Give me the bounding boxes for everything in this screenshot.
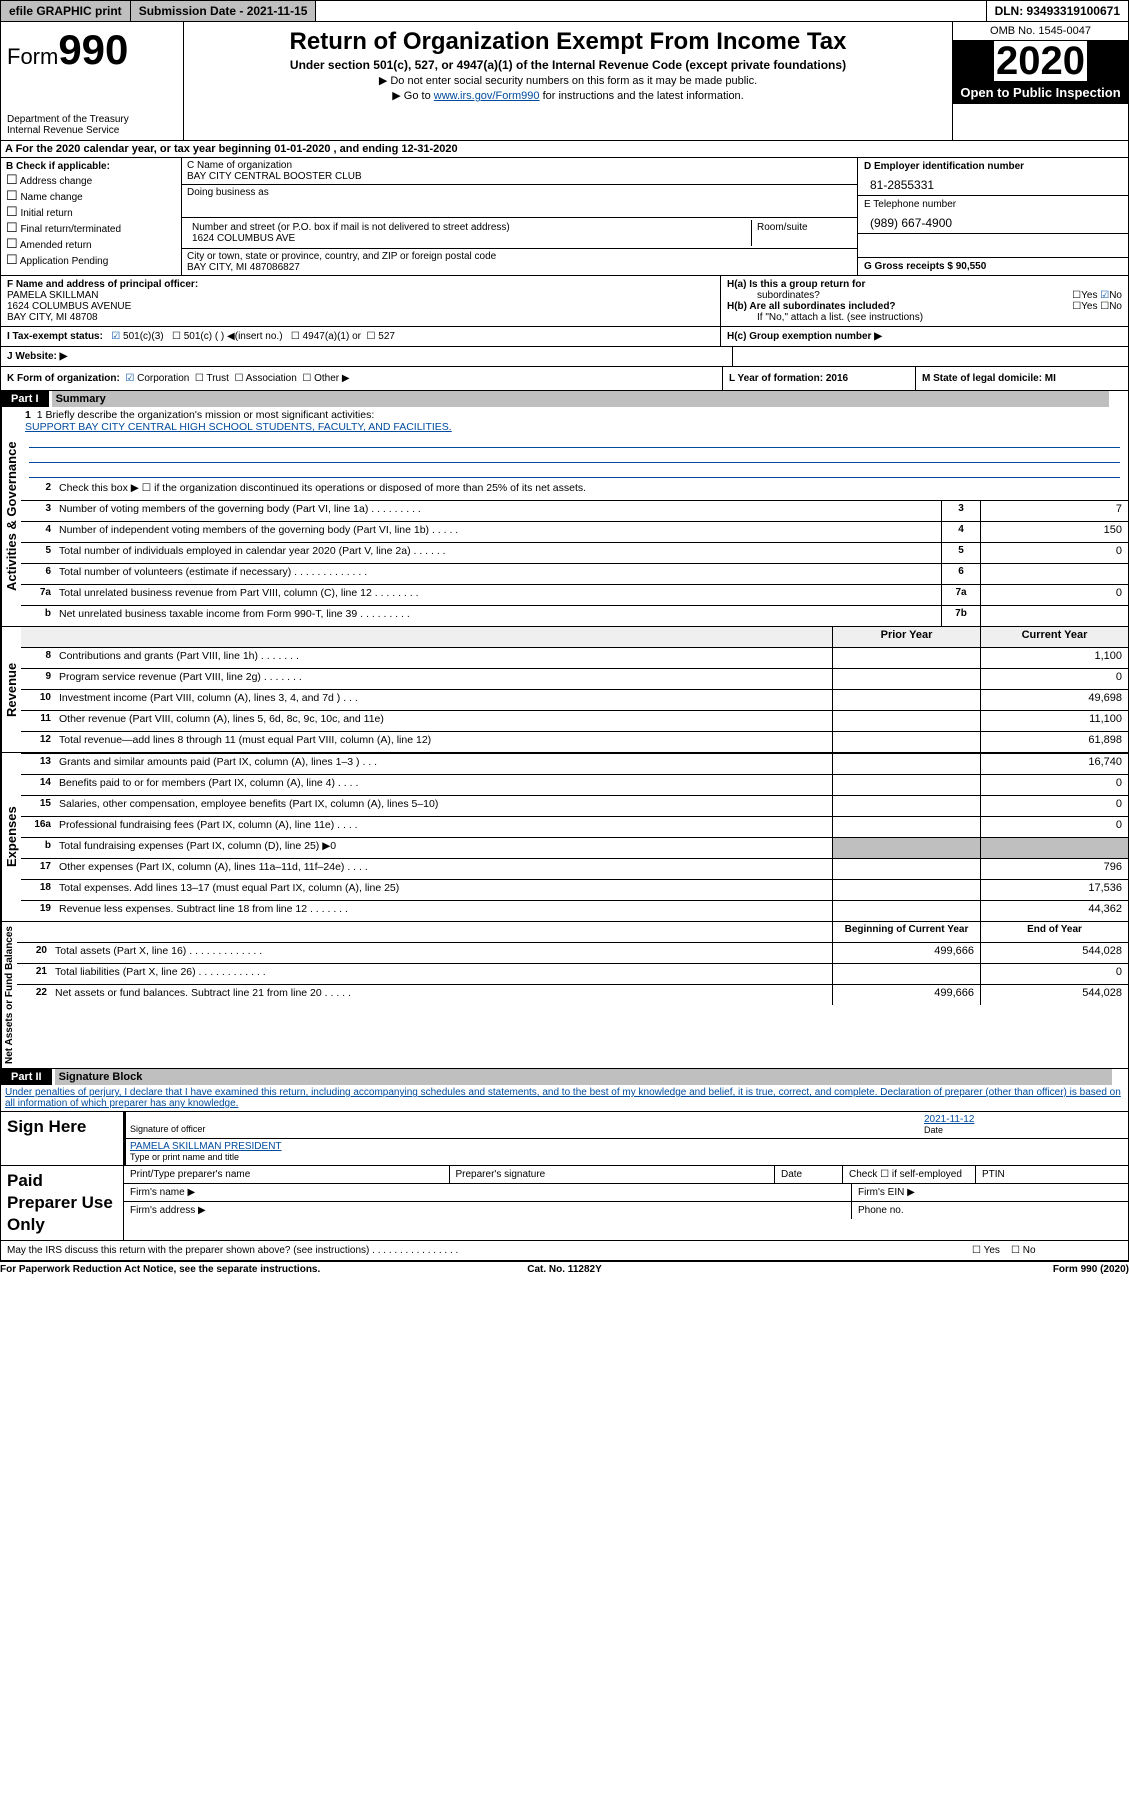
dept-text: Department of the Treasury Internal Reve… (7, 114, 177, 136)
perjury-declaration: Under penalties of perjury, I declare th… (1, 1085, 1128, 1111)
part-1: Part I Summary Activities & Governance 1… (0, 391, 1129, 1069)
sign-here-block: Sign Here Signature of officer 2021-11-1… (0, 1112, 1129, 1166)
dln-text: DLN: 93493319100671 (986, 1, 1128, 21)
ein-value: 81-2855331 (858, 175, 1128, 196)
irs-link[interactable]: www.irs.gov/Form990 (434, 90, 540, 102)
row-j-website: J Website: ▶ (0, 347, 1129, 367)
summary-line: 21Total liabilities (Part X, line 26) . … (17, 963, 1128, 984)
box-b-checkboxes: B Check if applicable: ☐ Address change … (1, 158, 182, 275)
officer-name: PAMELA SKILLMAN (7, 290, 99, 301)
form-title-box: Return of Organization Exempt From Incom… (184, 22, 952, 140)
summary-line: 19Revenue less expenses. Subtract line 1… (21, 900, 1128, 921)
part-1-hdr: Part I (1, 391, 49, 407)
summary-line: 11Other revenue (Part VIII, column (A), … (21, 710, 1128, 731)
info-block: B Check if applicable: ☐ Address change … (0, 158, 1129, 276)
submission-date-button[interactable]: Submission Date - 2021-11-15 (131, 1, 317, 21)
mission-text: SUPPORT BAY CITY CENTRAL HIGH SCHOOL STU… (25, 421, 1124, 433)
org-name: BAY CITY CENTRAL BOOSTER CLUB (187, 171, 362, 182)
form-id-box: Form990 Department of the Treasury Inter… (1, 22, 184, 140)
summary-line: bTotal fundraising expenses (Part IX, co… (21, 837, 1128, 858)
row-f-h: F Name and address of principal officer:… (0, 276, 1129, 327)
vlabel-expenses: Expenses (1, 753, 21, 921)
phone-value: (989) 667-4900 (858, 213, 1128, 234)
summary-line: 15Salaries, other compensation, employee… (21, 795, 1128, 816)
summary-line: 3Number of voting members of the governi… (21, 500, 1128, 521)
row-a-taxyear: A For the 2020 calendar year, or tax yea… (0, 141, 1129, 158)
summary-line: 16aProfessional fundraising fees (Part I… (21, 816, 1128, 837)
sig-date: 2021-11-12 (924, 1114, 974, 1125)
summary-line: 7aTotal unrelated business revenue from … (21, 584, 1128, 605)
efile-print-button[interactable]: efile GRAPHIC print (1, 1, 131, 21)
summary-line: 4Number of independent voting members of… (21, 521, 1128, 542)
summary-line: 6Total number of volunteers (estimate if… (21, 563, 1128, 584)
summary-line: 17Other expenses (Part IX, column (A), l… (21, 858, 1128, 879)
form-year-box: OMB No. 1545-0047 2020 Open to Public In… (952, 22, 1128, 140)
form-header: Form990 Department of the Treasury Inter… (0, 22, 1129, 141)
form-prefix: Form (7, 44, 58, 69)
officer-sig-name: PAMELA SKILLMAN PRESIDENT (130, 1141, 282, 1152)
form-number: 990 (58, 26, 128, 73)
summary-line: 5Total number of individuals employed in… (21, 542, 1128, 563)
org-address: 1624 COLUMBUS AVE (192, 233, 295, 244)
part-1-title: Summary (52, 391, 1109, 407)
summary-line: 12Total revenue—add lines 8 through 11 (… (21, 731, 1128, 752)
vlabel-netassets: Net Assets or Fund Balances (1, 922, 17, 1068)
page-footer: For Paperwork Reduction Act Notice, see … (0, 1261, 1129, 1277)
website-note: ▶ Go to www.irs.gov/Form990 for instruct… (192, 89, 944, 102)
part-2: Part II Signature Block Under penalties … (0, 1069, 1129, 1112)
summary-line: 22Net assets or fund balances. Subtract … (17, 984, 1128, 1005)
vlabel-revenue: Revenue (1, 627, 21, 752)
part-2-title: Signature Block (55, 1069, 1112, 1085)
top-bar: efile GRAPHIC print Submission Date - 20… (0, 0, 1129, 22)
box-d-ein: D Employer identification number 81-2855… (857, 158, 1128, 275)
row-i-taxstatus: I Tax-exempt status: ☑ 501(c)(3) ☐ 501(c… (0, 327, 1129, 347)
gross-receipts: G Gross receipts $ 90,550 (864, 261, 986, 272)
summary-line: 13Grants and similar amounts paid (Part … (21, 753, 1128, 774)
summary-line: 18Total expenses. Add lines 13–17 (must … (21, 879, 1128, 900)
form-subtitle: Under section 501(c), 527, or 4947(a)(1)… (192, 58, 944, 72)
summary-line: 14Benefits paid to or for members (Part … (21, 774, 1128, 795)
summary-line: 9Program service revenue (Part VIII, lin… (21, 668, 1128, 689)
ssn-note: ▶ Do not enter social security numbers o… (192, 74, 944, 87)
summary-line: 8Contributions and grants (Part VIII, li… (21, 647, 1128, 668)
public-inspection: Open to Public Inspection (953, 81, 1128, 104)
summary-line: 10Investment income (Part VIII, column (… (21, 689, 1128, 710)
irs-discuss-row: May the IRS discuss this return with the… (0, 1241, 1129, 1261)
summary-line: bNet unrelated business taxable income f… (21, 605, 1128, 626)
summary-line: 20Total assets (Part X, line 16) . . . .… (17, 942, 1128, 963)
box-c-orginfo: C Name of organization BAY CITY CENTRAL … (182, 158, 857, 275)
part-2-hdr: Part II (1, 1069, 52, 1085)
org-city: BAY CITY, MI 487086827 (187, 262, 300, 273)
tax-year: 2020 (994, 41, 1087, 81)
paid-preparer-block: Paid Preparer Use Only Print/Type prepar… (0, 1166, 1129, 1241)
row-k-orgform: K Form of organization: ☑ Corporation ☐ … (0, 367, 1129, 391)
vlabel-activities-governance: Activities & Governance (1, 407, 21, 626)
form-title: Return of Organization Exempt From Incom… (192, 28, 944, 56)
